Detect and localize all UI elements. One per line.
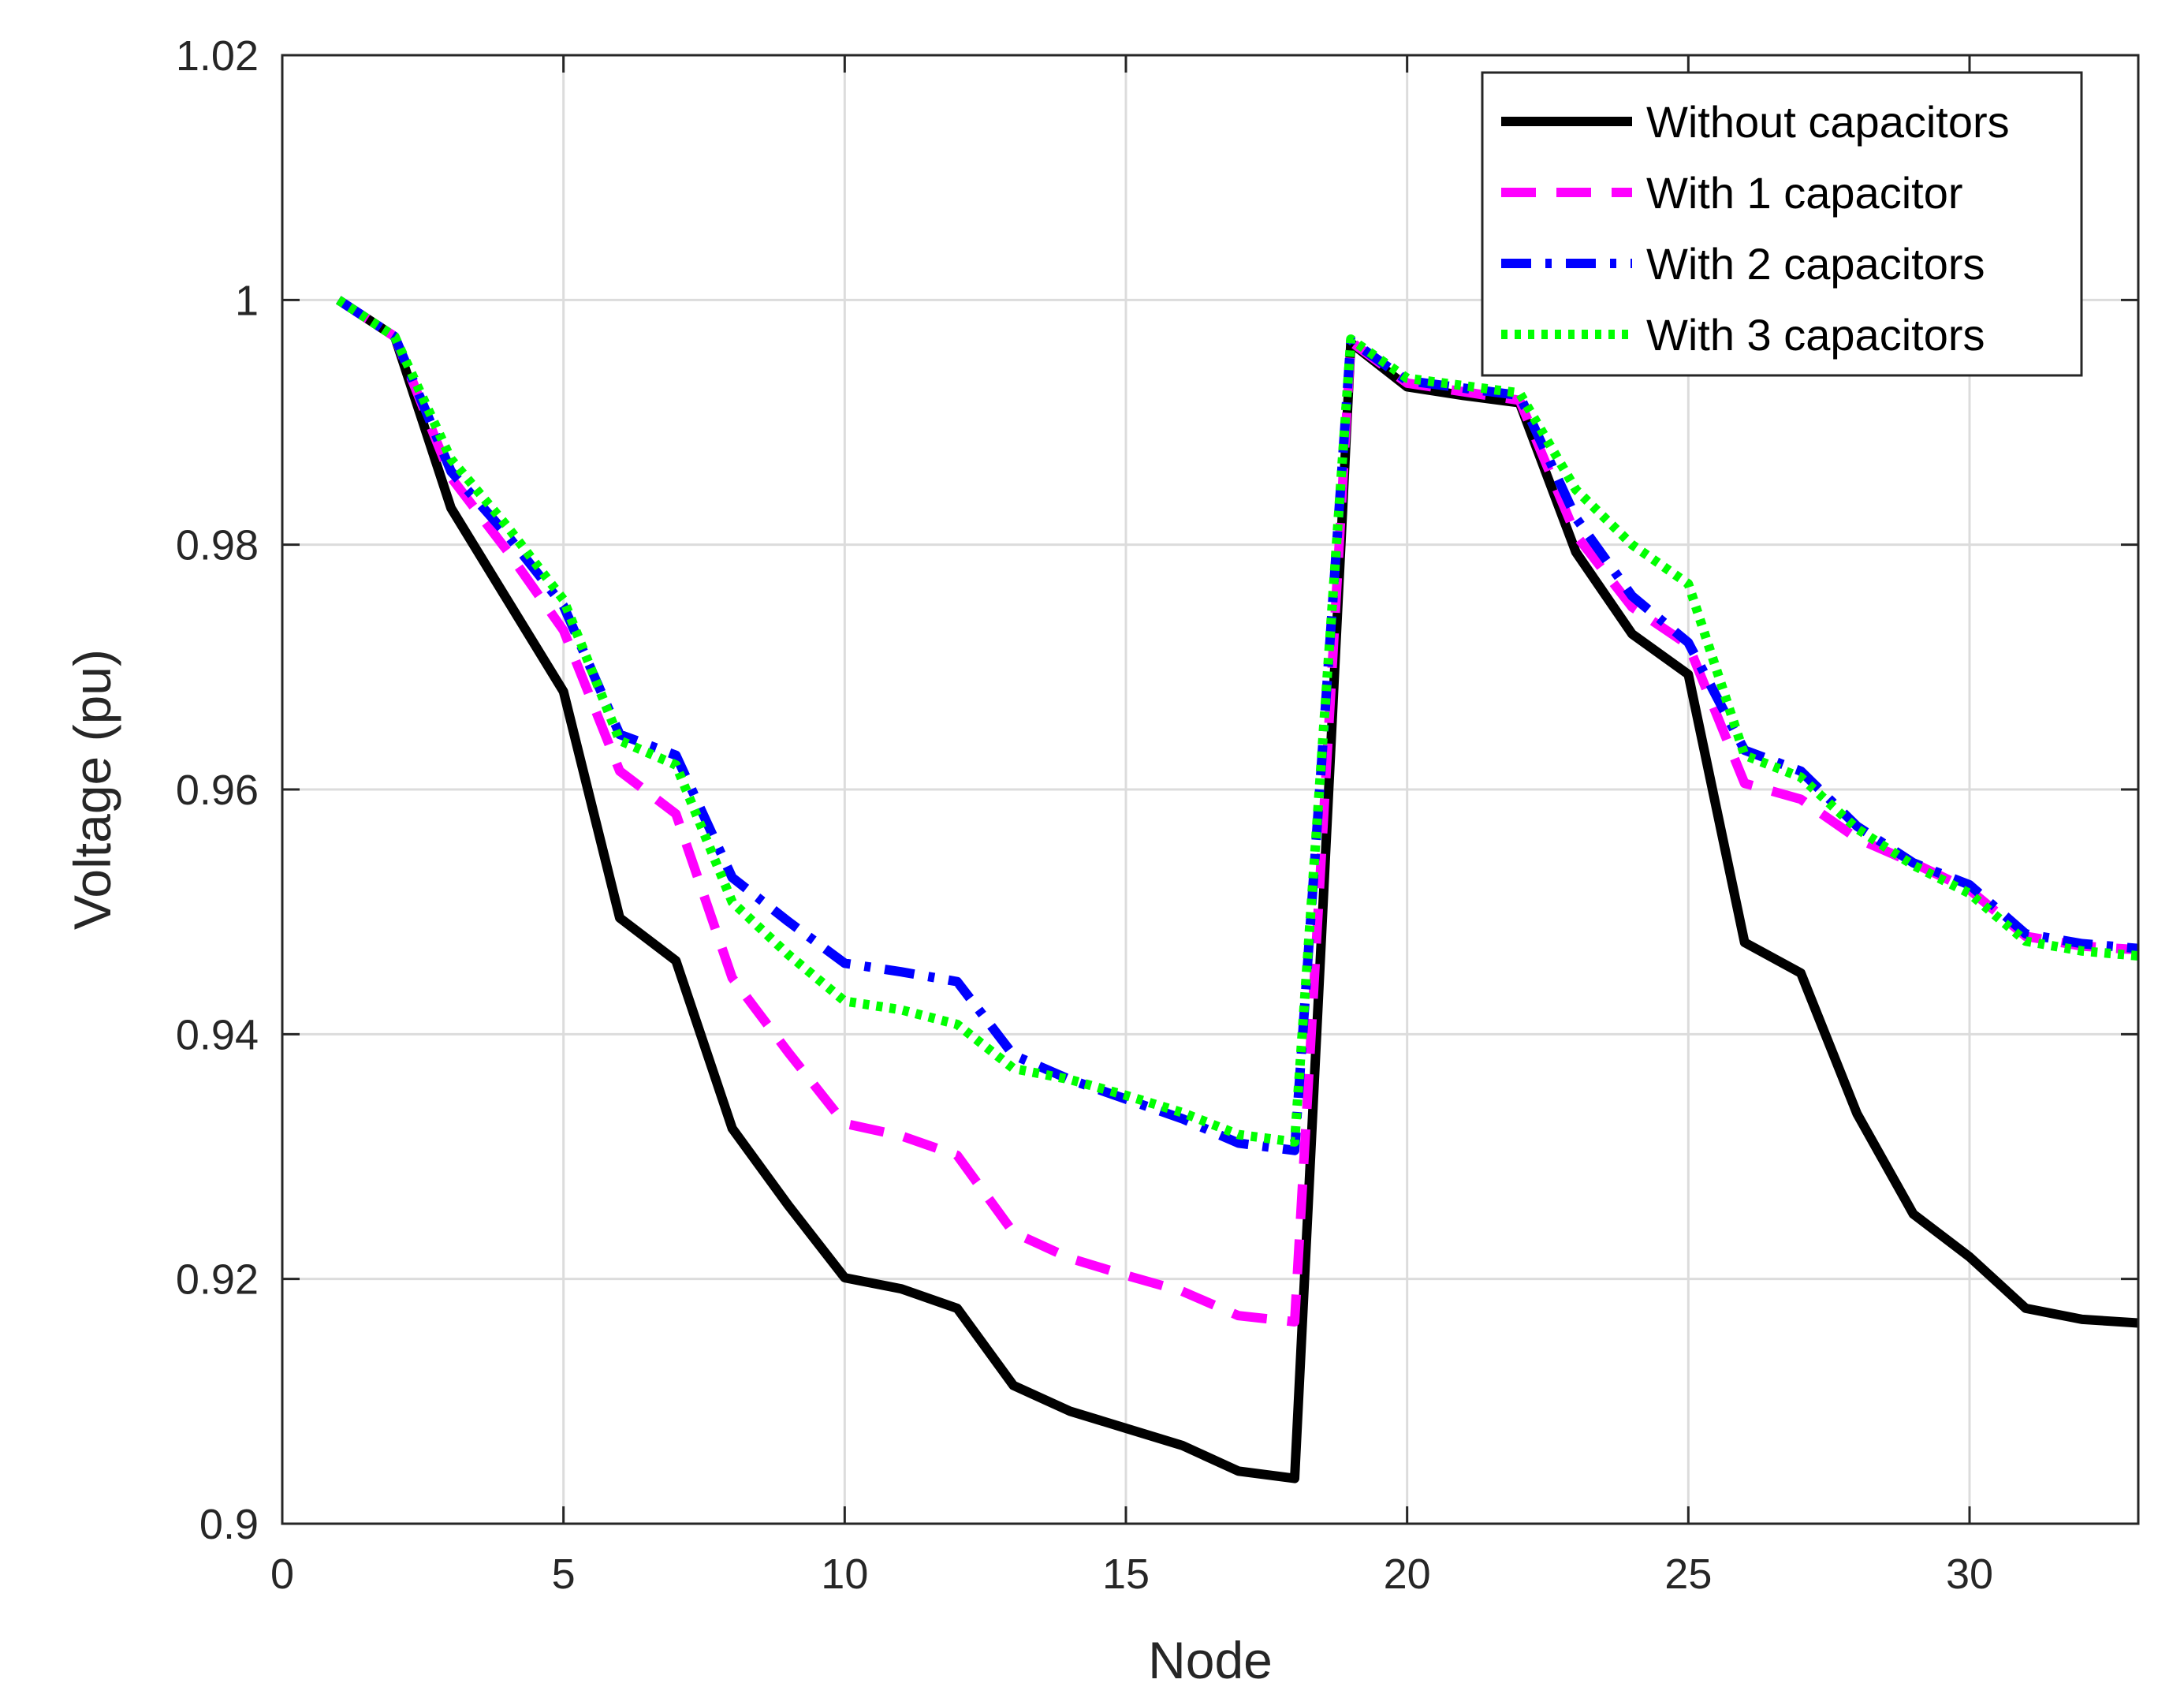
legend-label-1: Without capacitors bbox=[1646, 97, 2010, 147]
series-layer bbox=[336, 296, 2138, 1483]
y-axis-label: Voltage (pu) bbox=[63, 649, 121, 930]
y-tick-label: 0.96 bbox=[176, 767, 259, 814]
y-tick-label: 0.94 bbox=[176, 1011, 259, 1058]
x-tick-label: 20 bbox=[1384, 1551, 1431, 1598]
x-tick-label: 10 bbox=[821, 1551, 868, 1598]
x-tick-label: 0 bbox=[270, 1551, 294, 1598]
x-tick-label: 5 bbox=[552, 1551, 576, 1598]
y-tick-label: 0.9 bbox=[199, 1501, 259, 1548]
x-tick-label: 25 bbox=[1664, 1551, 1712, 1598]
legend-label-3: With 2 capacitors bbox=[1646, 239, 1985, 289]
labels-layer: Node Voltage (pu) bbox=[63, 649, 1273, 1689]
x-tick-label: 15 bbox=[1102, 1551, 1150, 1598]
series-line-4 bbox=[336, 296, 2138, 1147]
legend-label-4: With 3 capacitors bbox=[1646, 310, 1985, 360]
x-axis-label: Node bbox=[1148, 1631, 1273, 1689]
series-line-1 bbox=[336, 296, 2138, 1483]
y-tick-label: 0.92 bbox=[176, 1256, 259, 1304]
x-tick-label: 30 bbox=[1946, 1551, 1993, 1598]
legend: Without capacitors With 1 capacitor With 2… bbox=[1481, 71, 2083, 377]
series-line-3 bbox=[336, 296, 2138, 1155]
legend-label-2: With 1 capacitor bbox=[1646, 168, 1963, 218]
series-line-2 bbox=[336, 296, 2138, 1327]
y-tick-label: 0.98 bbox=[176, 522, 259, 569]
axes-layer: 0 5 10 15 20 25 30 0.9 0.92 0.94 0.96 0.98 1 1.02 bbox=[176, 32, 2140, 1598]
y-tick-label: 1.02 bbox=[176, 32, 259, 80]
y-tick-label: 1 bbox=[235, 277, 259, 324]
